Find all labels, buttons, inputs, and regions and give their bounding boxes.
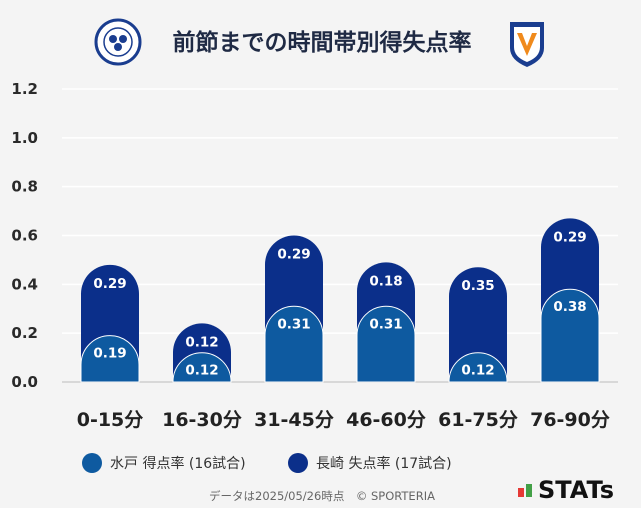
- bar-mito: [448, 352, 508, 383]
- bar-label-nagasaki: 0.18: [369, 273, 402, 289]
- bar-label-nagasaki: 0.35: [461, 278, 494, 294]
- bars: 0.29 0.19 0.12 0.12 0.29 0.31 0.18 0.31 0.35 0.12…: [80, 218, 600, 383]
- x-category-label: 31-45分: [254, 409, 334, 431]
- y-tick-label: 0.0: [11, 373, 38, 391]
- legend-swatch-mito: [82, 453, 102, 473]
- bar-label-mito: 0.12: [461, 363, 494, 379]
- bar-label-nagasaki: 0.29: [553, 229, 586, 245]
- y-tick-label: 0.8: [11, 178, 38, 196]
- y-tick-label: 1.2: [11, 80, 38, 98]
- bar-mito: [80, 335, 140, 383]
- bar-label-mito: 0.19: [93, 346, 126, 362]
- y-tick-label: 0.6: [11, 227, 38, 245]
- legend-label-nagasaki: 長崎 失点率 (17試合): [316, 455, 452, 472]
- stats-brand: STATs: [538, 476, 614, 504]
- bar-label-mito: 0.31: [277, 316, 310, 332]
- bar-label-mito: 0.31: [369, 316, 402, 332]
- nagasaki-logo: [510, 22, 544, 67]
- stats-logo: STATs: [518, 476, 614, 504]
- bar-label-nagasaki: 0.29: [93, 276, 126, 292]
- gridlines: [62, 88, 618, 383]
- bar-label-nagasaki: 0.29: [277, 247, 310, 263]
- legend: 水戸 得点率 (16試合) 長崎 失点率 (17試合): [82, 453, 452, 473]
- x-category-label: 16-30分: [162, 409, 242, 431]
- bar-mito: [172, 352, 232, 383]
- bar-label-mito: 0.38: [553, 299, 586, 315]
- y-tick-label: 0.2: [11, 324, 38, 342]
- legend-swatch-nagasaki: [288, 453, 308, 473]
- source-note: データは2025/05/26時点 © SPORTERIA: [209, 489, 435, 503]
- chart-title: 前節までの時間帯別得失点率: [173, 29, 472, 56]
- bar-mito: [540, 288, 600, 383]
- y-tick-label: 0.4: [11, 275, 38, 293]
- legend-label-mito: 水戸 得点率 (16試合): [110, 455, 246, 472]
- bar-nagasaki: [449, 267, 507, 382]
- y-tick-label: 1.0: [11, 129, 38, 147]
- x-axis: 0-15分 16-30分 31-45分 46-60分 61-75分 76-90分: [77, 409, 610, 431]
- x-category-label: 0-15分: [77, 409, 144, 431]
- y-axis: 0.0 0.2 0.4 0.6 0.8 1.0 1.2: [11, 80, 38, 391]
- bar-label-mito: 0.12: [185, 363, 218, 379]
- x-category-label: 61-75分: [438, 409, 518, 431]
- bar-mito: [264, 305, 324, 383]
- bar-label-nagasaki: 0.12: [185, 334, 218, 350]
- mito-logo: [94, 18, 142, 66]
- bar-mito: [356, 305, 416, 383]
- x-category-label: 46-60分: [346, 409, 426, 431]
- x-category-label: 76-90分: [530, 409, 610, 431]
